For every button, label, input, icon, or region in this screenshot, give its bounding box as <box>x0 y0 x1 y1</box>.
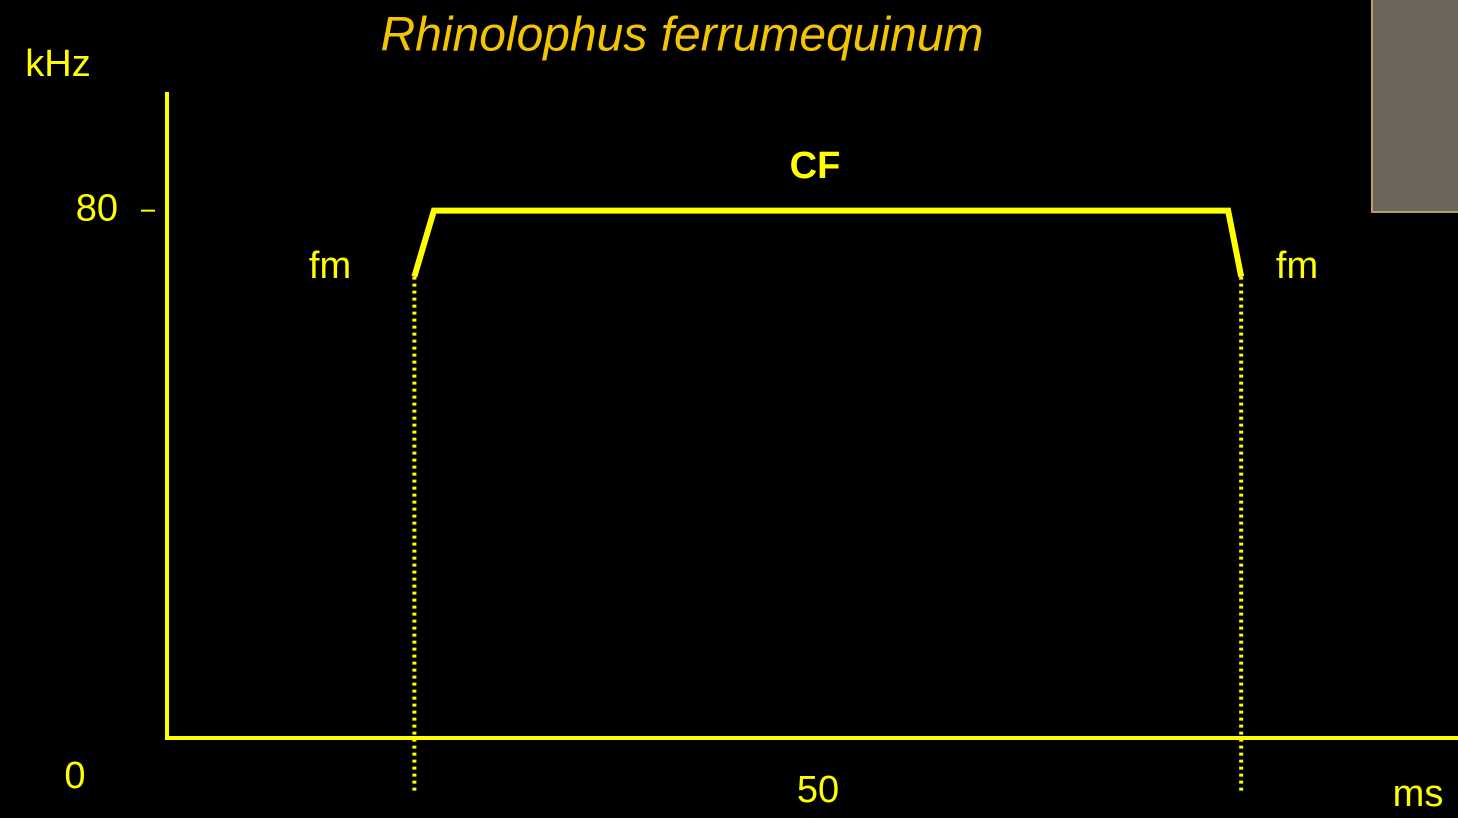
call-line <box>411 207 1245 278</box>
x-axis-label: ms <box>1393 773 1444 815</box>
annotation: fm <box>1276 245 1318 287</box>
annotation: fm <box>309 245 351 287</box>
y-tick-label: 80 <box>76 188 118 230</box>
annotation: CF <box>790 145 841 187</box>
y-axis-label: kHz <box>25 43 90 85</box>
chart-title: Rhinolophus ferrumequinum <box>381 9 984 62</box>
x-tick-label: 50 <box>797 769 839 811</box>
bat-photo <box>1371 0 1458 213</box>
y-tick-label: 0 <box>64 755 85 797</box>
